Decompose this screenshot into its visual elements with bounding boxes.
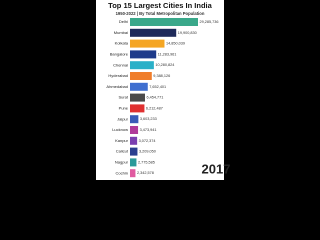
category-label: Cochin — [116, 170, 128, 175]
bar — [130, 136, 138, 145]
bar — [130, 61, 154, 70]
category-label: Kolkata — [115, 41, 129, 46]
value-label: 19,900,830 — [178, 31, 197, 35]
category-label: Surat — [118, 95, 128, 100]
category-label: Chennai — [113, 62, 128, 67]
bar — [130, 72, 152, 80]
category-label: Bangalore — [110, 51, 129, 56]
bar — [130, 115, 139, 124]
page: {"chart_data": {"type": "bar", "orientat… — [96, 0, 231, 180]
value-label: 14,850,039 — [166, 42, 185, 46]
bar — [130, 50, 157, 59]
bar — [130, 147, 138, 156]
category-label: Calicut — [116, 149, 129, 154]
value-label: 11,283,961 — [158, 52, 177, 56]
value-label: 3,603,233 — [140, 117, 157, 121]
value-label: 2,775,585 — [138, 160, 155, 164]
category-label: Lucknow — [112, 127, 128, 132]
value-label: 3,072,374 — [139, 139, 156, 143]
value-label: 6,454,771 — [146, 96, 163, 100]
bar — [130, 158, 137, 167]
value-label: 7,652,401 — [149, 85, 166, 89]
bar — [130, 28, 177, 37]
category-label: Jaipur — [117, 116, 129, 121]
chart-title: Top 15 Largest Cities In India — [108, 1, 212, 10]
value-label: 3,473,941 — [140, 128, 157, 132]
chart: Top 15 Largest Cities In India 1950-2022… — [96, 0, 231, 180]
category-label: Hyderabad — [108, 73, 128, 78]
value-label: 2,342,578 — [137, 171, 154, 175]
bar — [130, 169, 136, 178]
category-label: Kanpur — [115, 138, 129, 143]
bar — [130, 82, 148, 91]
bar — [130, 93, 145, 102]
bar — [130, 18, 198, 26]
value-label: 29,285,736 — [200, 20, 219, 24]
value-label: 6,212,487 — [146, 106, 163, 110]
category-label: Nagpur — [115, 159, 129, 164]
year-label: 2017 — [202, 161, 231, 176]
category-label: Ahmedabad — [106, 84, 128, 89]
bar — [130, 126, 139, 134]
category-label: Pune — [119, 105, 129, 110]
value-label: 10,280,824 — [155, 63, 174, 67]
bar — [130, 104, 145, 113]
value-label: 3,209,050 — [139, 150, 156, 154]
bar — [130, 39, 165, 48]
category-label: Mumbai — [114, 30, 128, 35]
category-label: Delhi — [119, 19, 128, 24]
chart-subtitle: 1950-2022 | By Total Metropolitan Popula… — [116, 11, 205, 16]
value-label: 9,388,126 — [153, 74, 170, 78]
